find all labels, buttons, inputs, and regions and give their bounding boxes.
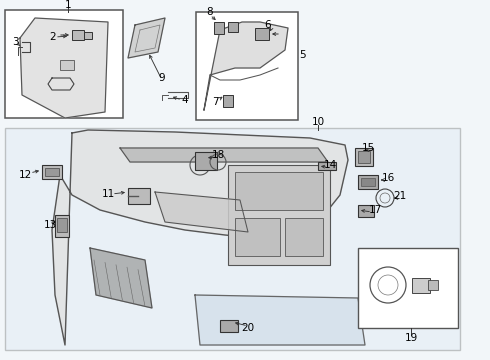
Text: 5: 5 <box>299 50 305 60</box>
Bar <box>358 205 374 217</box>
Text: 18: 18 <box>211 150 224 160</box>
Text: 8: 8 <box>207 7 213 17</box>
Bar <box>196 12 298 120</box>
Polygon shape <box>195 295 365 345</box>
Bar <box>428 280 438 290</box>
Text: 19: 19 <box>404 333 417 343</box>
Bar <box>42 165 62 179</box>
Polygon shape <box>120 148 328 162</box>
Bar <box>60 60 74 70</box>
Text: 3: 3 <box>12 37 18 47</box>
Bar <box>223 95 233 107</box>
Bar <box>214 22 224 34</box>
Text: 9: 9 <box>159 73 165 83</box>
Polygon shape <box>52 130 348 345</box>
Bar <box>235 218 280 256</box>
Bar <box>355 148 373 166</box>
Text: 13: 13 <box>44 220 57 230</box>
Bar <box>5 128 460 350</box>
Text: 2: 2 <box>49 32 56 42</box>
Bar <box>358 151 370 163</box>
Bar <box>195 152 217 170</box>
Bar <box>57 218 67 232</box>
Bar <box>358 248 458 328</box>
Bar <box>358 175 378 189</box>
Bar <box>228 165 330 265</box>
Bar <box>5 10 123 118</box>
Bar <box>361 178 375 186</box>
Bar <box>5 128 460 350</box>
Bar <box>228 22 238 32</box>
Text: 20: 20 <box>242 323 255 333</box>
Bar <box>128 188 150 204</box>
Bar <box>84 32 92 39</box>
Text: 7: 7 <box>212 97 219 107</box>
Text: 6: 6 <box>265 20 271 30</box>
Bar <box>72 30 84 40</box>
Polygon shape <box>20 18 108 118</box>
Text: 14: 14 <box>323 160 337 170</box>
Bar <box>285 218 323 256</box>
Bar <box>45 168 59 176</box>
Polygon shape <box>155 192 248 232</box>
Text: 10: 10 <box>312 117 324 127</box>
Text: 16: 16 <box>381 173 394 183</box>
Text: 17: 17 <box>368 205 382 215</box>
Bar <box>412 278 430 293</box>
Polygon shape <box>128 18 165 58</box>
Text: 4: 4 <box>182 95 188 105</box>
Text: 12: 12 <box>19 170 32 180</box>
Text: 15: 15 <box>362 143 375 153</box>
Bar <box>318 162 336 170</box>
Bar <box>55 215 69 237</box>
Bar <box>255 28 269 40</box>
Bar <box>235 172 323 210</box>
Text: 1: 1 <box>65 0 72 10</box>
Polygon shape <box>204 22 288 110</box>
Bar <box>220 320 238 332</box>
Text: 21: 21 <box>393 191 407 201</box>
Polygon shape <box>90 248 152 308</box>
Text: 11: 11 <box>101 189 115 199</box>
